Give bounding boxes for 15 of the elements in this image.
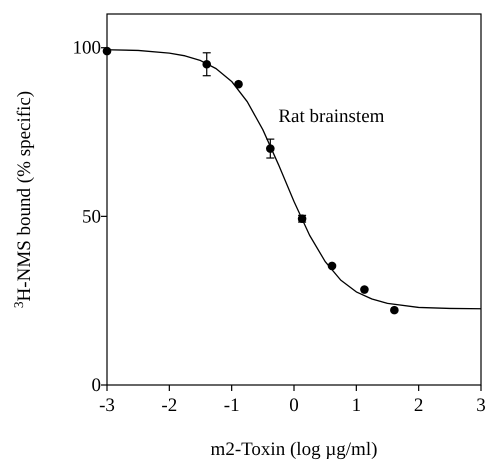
x-tick-label: -1 [224,395,240,416]
x-tick-label: -2 [161,395,178,416]
x-tick-label: 3 [476,395,486,416]
x-tick-label: 2 [414,395,424,416]
y-tick-label: 100 [72,38,101,59]
x-tick-label: 1 [352,395,362,416]
point [360,285,369,294]
y-tick-label: 0 [92,375,101,396]
point [234,80,243,88]
x-tick-label: 0 [289,395,299,416]
x-tick-label: -3 [99,395,115,416]
x-axis-title: m2-Toxin (log µg/ml) [210,439,378,460]
point [390,306,399,314]
annotation: Rat brainstem [278,106,385,127]
y-tick-label: 50 [82,206,101,228]
